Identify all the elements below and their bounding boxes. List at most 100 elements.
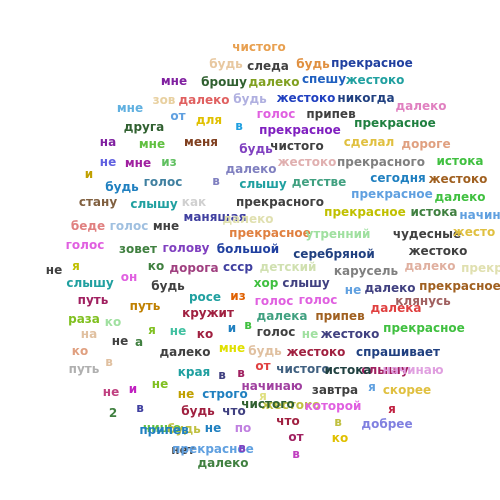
cloud-word: далеко [197, 456, 249, 470]
cloud-word: серебряной [293, 247, 375, 261]
cloud-word: спрашивает [355, 345, 441, 359]
cloud-word: жестоко [345, 73, 405, 87]
cloud-word: истока [436, 154, 484, 168]
cloud-word: в [238, 441, 246, 455]
cloud-word: будь [105, 180, 139, 194]
cloud-word: детский [259, 260, 317, 274]
cloud-word: прекрасного [235, 195, 325, 209]
cloud-word: для [195, 113, 223, 127]
cloud-word: жестоко [277, 155, 337, 169]
cloud-word: в [136, 401, 144, 415]
cloud-word: строго [202, 387, 248, 401]
cloud-word: в [105, 355, 113, 369]
cloud-word: он [120, 270, 138, 284]
cloud-word: не [169, 324, 187, 338]
cloud-word: прекрасное [229, 226, 311, 240]
cloud-word: мне [138, 137, 166, 151]
cloud-word: а [134, 335, 144, 349]
cloud-word: голос [65, 238, 105, 252]
cloud-word: далека [256, 309, 308, 323]
cloud-word: 2 [108, 406, 118, 420]
cloud-word: в [235, 119, 243, 133]
cloud-word: из [230, 289, 246, 303]
cloud-word: на [99, 135, 117, 149]
cloud-word: не [301, 327, 319, 341]
cloud-word: не [102, 385, 120, 399]
cloud-word: жестоко [428, 172, 488, 186]
cloud-word: и [128, 382, 138, 396]
cloud-word: спешу [301, 72, 347, 86]
cloud-word: в [212, 174, 220, 188]
cloud-word: прекрасное [172, 442, 254, 456]
cloud-word: что [276, 414, 300, 428]
cloud-word: прекрасное [324, 205, 406, 219]
cloud-word: утренний [305, 227, 371, 241]
cloud-word: начинаю [382, 363, 444, 377]
cloud-word: завтра [311, 383, 359, 397]
cloud-word: чудесные [392, 227, 462, 241]
cloud-word: прекр [461, 261, 500, 275]
cloud-word: сегодня [370, 171, 426, 185]
cloud-word: далеко [159, 345, 211, 359]
cloud-word: мне [152, 219, 180, 233]
cloud-word: от [170, 109, 186, 123]
cloud-word: чистого [241, 397, 295, 411]
cloud-word: далеко [404, 259, 456, 273]
cloud-word: путь [68, 362, 100, 376]
cloud-word: будь [209, 57, 243, 71]
cloud-word: чистого [270, 139, 324, 153]
cloud-word: мне [218, 341, 246, 355]
cloud-word: будь [248, 344, 282, 358]
cloud-word: не [151, 377, 169, 391]
cloud-word: далеко [434, 190, 486, 204]
cloud-word: следа [247, 59, 289, 73]
cloud-word: в [218, 368, 226, 382]
cloud-word: в [244, 318, 252, 332]
cloud-word: жестоко [261, 398, 321, 412]
cloud-word: слышу [282, 276, 330, 290]
cloud-word: ко [196, 327, 214, 341]
cloud-word: кружит [182, 306, 234, 320]
cloud-word: прекрасное [259, 123, 341, 137]
cloud-word: жестоко [408, 244, 468, 258]
cloud-word: от [288, 430, 304, 444]
cloud-word: росе [188, 290, 222, 304]
cloud-word: мне [116, 101, 144, 115]
cloud-word: от [255, 359, 271, 373]
cloud-word: голос [256, 325, 296, 339]
cloud-word: далеко [222, 212, 274, 226]
cloud-word: я [368, 380, 376, 394]
cloud-word: дорога [169, 261, 219, 275]
cloud-word: манящая [183, 210, 247, 224]
cloud-word: друга [123, 120, 165, 134]
cloud-word: прекрасное [419, 279, 500, 293]
cloud-word: в [292, 447, 300, 461]
cloud-word: зовет [119, 242, 157, 256]
cloud-word: чистого [276, 362, 330, 376]
cloud-word: стану [78, 195, 118, 209]
cloud-word: мне [160, 74, 188, 88]
cloud-word: жестоко [286, 345, 346, 359]
cloud-word: истока [410, 205, 458, 219]
cloud-word: детстве [291, 175, 347, 189]
cloud-word: чистого [232, 40, 286, 54]
cloud-word: не [344, 283, 362, 297]
cloud-word: припев [315, 309, 365, 323]
cloud-word: и [84, 167, 94, 181]
cloud-word: зов [152, 93, 176, 107]
cloud-word: как [181, 195, 207, 209]
cloud-word: края [177, 365, 211, 379]
cloud-word: голос [254, 294, 294, 308]
cloud-word: слышу [239, 177, 287, 191]
cloud-word: начин [459, 208, 500, 222]
cloud-word: прекрасное [383, 321, 465, 335]
cloud-word: начинаю [241, 379, 303, 393]
cloud-word: я [148, 323, 156, 337]
cloud-word: жестоко [276, 91, 336, 105]
cloud-word: голову [162, 241, 210, 255]
cloud-word: и [227, 321, 237, 335]
cloud-word: далеко [178, 93, 230, 107]
cloud-word: далеко [225, 162, 277, 176]
cloud-word: не [45, 263, 63, 277]
